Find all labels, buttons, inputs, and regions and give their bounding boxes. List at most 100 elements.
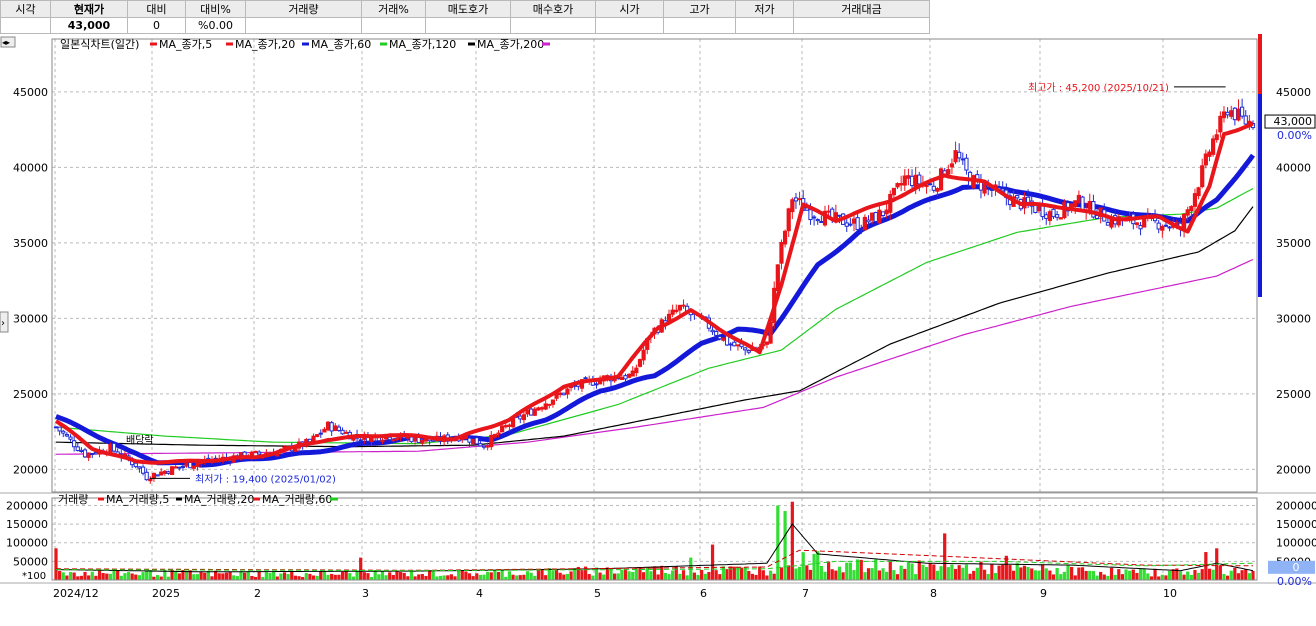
volume-bar[interactable] — [1207, 568, 1212, 580]
volume-bar[interactable] — [279, 573, 283, 580]
volume-bar[interactable] — [1062, 571, 1066, 580]
volume-bar[interactable] — [123, 573, 127, 580]
candle-body[interactable] — [764, 341, 770, 345]
candle-body[interactable] — [547, 403, 552, 406]
volume-bar[interactable] — [315, 575, 319, 580]
candle-body[interactable] — [420, 439, 425, 444]
volume-bar[interactable] — [391, 574, 395, 580]
candle-body[interactable] — [1076, 194, 1081, 204]
volume-bar[interactable] — [1044, 568, 1048, 580]
volume-bar[interactable] — [511, 574, 515, 580]
candle-body[interactable] — [710, 329, 715, 333]
volume-bar[interactable] — [1055, 567, 1059, 580]
candle-body[interactable] — [837, 214, 842, 217]
candle-body[interactable] — [550, 399, 556, 405]
candle-body[interactable] — [862, 216, 867, 231]
volume-bar[interactable] — [533, 575, 537, 580]
volume-bar[interactable] — [710, 544, 715, 580]
candle-body[interactable] — [1156, 222, 1161, 230]
volume-bar[interactable] — [1175, 568, 1179, 580]
candle-body[interactable] — [492, 433, 497, 438]
candle-body[interactable] — [870, 212, 875, 221]
volume-bar[interactable] — [797, 566, 802, 580]
volume-bar[interactable] — [199, 572, 203, 580]
candle-body[interactable] — [623, 375, 628, 380]
candle-body[interactable] — [133, 462, 138, 468]
volume-bar[interactable] — [707, 571, 711, 580]
volume-bar[interactable] — [293, 575, 297, 580]
volume-bar[interactable] — [681, 570, 686, 580]
volume-bar[interactable] — [856, 559, 860, 580]
candle-body[interactable] — [195, 462, 200, 467]
candle-body[interactable] — [873, 212, 878, 222]
candle-body[interactable] — [180, 465, 186, 468]
volume-bar[interactable] — [311, 575, 316, 580]
volume-bar[interactable] — [1030, 568, 1034, 580]
candle-body[interactable] — [1229, 110, 1234, 117]
candle-body[interactable] — [169, 466, 175, 475]
volume-bar[interactable] — [638, 568, 642, 580]
candle-body[interactable] — [380, 439, 385, 443]
volume-bar[interactable] — [442, 575, 446, 580]
volume-bar[interactable] — [1084, 570, 1088, 580]
candle-body[interactable] — [293, 448, 298, 452]
candle-body[interactable] — [155, 474, 160, 477]
volume-bar[interactable] — [692, 572, 696, 580]
volume-bar[interactable] — [243, 572, 247, 580]
volume-bar[interactable] — [1196, 572, 1201, 580]
volume-bar[interactable] — [885, 571, 889, 580]
volume-bar[interactable] — [877, 570, 881, 580]
volume-bar[interactable] — [1099, 571, 1103, 580]
side-panel-toggle[interactable] — [0, 311, 9, 333]
volume-bar[interactable] — [1218, 565, 1222, 580]
candle-body[interactable] — [148, 478, 153, 482]
volume-bar[interactable] — [482, 574, 486, 580]
volume-bar[interactable] — [348, 573, 352, 580]
volume-bar[interactable] — [870, 568, 874, 580]
candle-body[interactable] — [906, 175, 911, 179]
candle-body[interactable] — [485, 445, 490, 448]
candle-body[interactable] — [184, 463, 189, 467]
candle-body[interactable] — [159, 471, 164, 476]
candle-body[interactable] — [670, 309, 675, 315]
candle-body[interactable] — [746, 349, 751, 353]
candle-body[interactable] — [583, 377, 588, 380]
candle-body[interactable] — [1058, 217, 1063, 220]
volume-bar[interactable] — [257, 571, 261, 580]
volume-bar[interactable] — [953, 568, 958, 580]
volume-bar[interactable] — [326, 574, 330, 580]
volume-bar[interactable] — [732, 566, 736, 580]
candle-body[interactable] — [1055, 214, 1060, 218]
candle-body[interactable] — [409, 436, 414, 443]
volume-bar[interactable] — [747, 571, 751, 580]
volume-bar[interactable] — [217, 573, 221, 580]
volume-bar[interactable] — [1153, 568, 1157, 580]
volume-bar[interactable] — [620, 569, 624, 580]
volume-bar[interactable] — [924, 566, 929, 580]
volume-bar[interactable] — [964, 564, 969, 580]
candle-body[interactable] — [931, 185, 936, 191]
volume-bar[interactable] — [134, 574, 138, 580]
candle-body[interactable] — [521, 414, 527, 421]
candle-body[interactable] — [917, 174, 922, 185]
volume-bar[interactable] — [1059, 574, 1063, 580]
volume-bar[interactable] — [602, 574, 606, 580]
candle-body[interactable] — [496, 432, 501, 435]
candle-body[interactable] — [1236, 108, 1241, 121]
candle-body[interactable] — [90, 452, 95, 455]
volume-bar[interactable] — [65, 575, 69, 580]
candle-body[interactable] — [1196, 187, 1201, 197]
volume-bar[interactable] — [986, 573, 990, 580]
volume-bar[interactable] — [112, 569, 116, 580]
volume-bar[interactable] — [547, 568, 551, 580]
volume-bar[interactable] — [1037, 570, 1041, 580]
volume-bar[interactable] — [1026, 567, 1030, 580]
volume-bar[interactable] — [79, 575, 83, 580]
candle-body[interactable] — [634, 367, 639, 374]
volume-bar[interactable] — [750, 573, 755, 580]
volume-bar[interactable] — [507, 571, 512, 580]
volume-bar[interactable] — [645, 567, 649, 580]
volume-bar[interactable] — [1117, 569, 1121, 580]
volume-bar[interactable] — [148, 569, 152, 580]
volume-bar[interactable] — [206, 570, 210, 580]
